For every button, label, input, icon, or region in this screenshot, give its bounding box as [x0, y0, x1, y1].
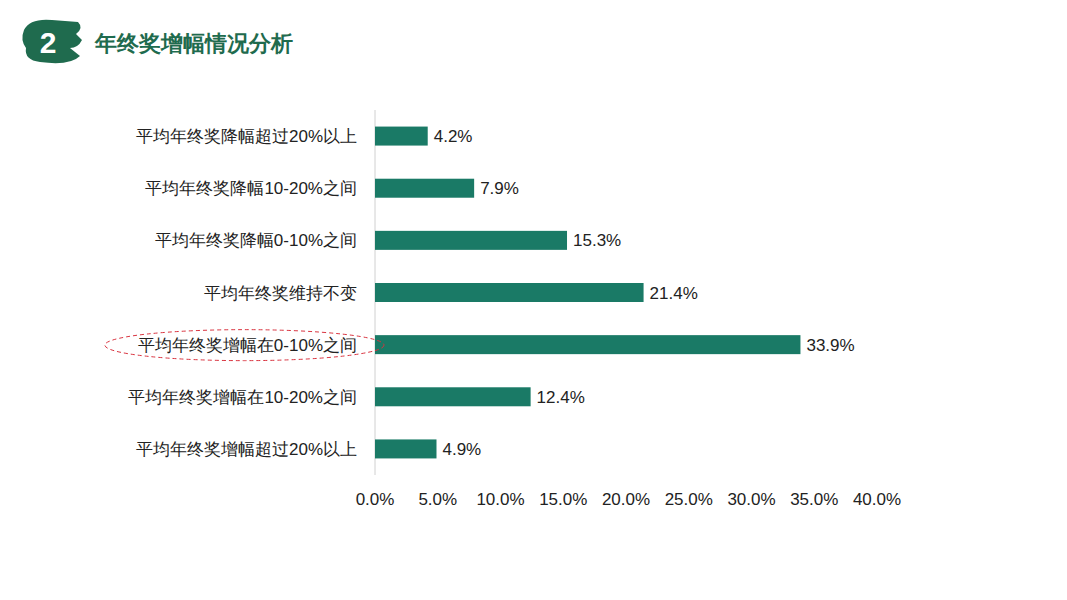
tick-mark [500, 475, 501, 478]
category-label: 平均年终奖增幅在0-10%之间 [138, 336, 357, 355]
bars [375, 127, 800, 459]
bar [375, 335, 800, 354]
tick-label: 40.0% [853, 490, 901, 509]
category-label: 平均年终奖增幅在10-20%之间 [128, 388, 357, 407]
tick-mark [626, 475, 627, 478]
section-number: 2 [40, 26, 57, 59]
tick-label: 35.0% [790, 490, 838, 509]
category-label: 平均年终奖降幅10-20%之间 [145, 179, 357, 198]
tick-mark [437, 475, 438, 478]
bar [375, 439, 436, 458]
highlight [105, 330, 384, 361]
chart: 2 年终奖增幅情况分析 4.2% 7.9% 15.3% 21.4% 33.9% 12.4% 4.… [0, 0, 1067, 600]
data-label: 4.9% [442, 440, 481, 459]
bar [375, 231, 567, 250]
data-label: 15.3% [573, 231, 621, 250]
tick-label: 0.0% [356, 490, 395, 509]
bar [375, 283, 644, 302]
tick-label: 25.0% [665, 490, 713, 509]
category-label: 平均年终奖增幅超过20%以上 [136, 440, 357, 459]
tick-label: 20.0% [602, 490, 650, 509]
data-label: 33.9% [806, 336, 854, 355]
tick-label: 5.0% [418, 490, 457, 509]
category-label: 平均年终奖维持不变 [204, 284, 357, 303]
badge-shape [22, 20, 82, 63]
tick-mark [751, 475, 752, 478]
title: 年终奖增幅情况分析 [94, 31, 293, 56]
bar [375, 179, 474, 198]
category-label: 平均年终奖降幅超过20%以上 [136, 127, 357, 146]
tick-label: 10.0% [476, 490, 524, 509]
bar [375, 127, 428, 146]
tick-label: 30.0% [727, 490, 775, 509]
category-label: 平均年终奖降幅0-10%之间 [155, 231, 357, 250]
section-badge: 2 [22, 20, 82, 63]
data-label: 12.4% [537, 388, 585, 407]
tick-mark [563, 475, 564, 478]
data-label: 7.9% [480, 179, 519, 198]
tick-mark [375, 475, 376, 478]
bar [375, 387, 531, 406]
tick-mark [814, 475, 815, 478]
tick-mark [688, 475, 689, 478]
data-label: 4.2% [434, 127, 473, 146]
tick-mark [877, 475, 878, 478]
data-label: 21.4% [650, 284, 698, 303]
tick-label: 15.0% [539, 490, 587, 509]
